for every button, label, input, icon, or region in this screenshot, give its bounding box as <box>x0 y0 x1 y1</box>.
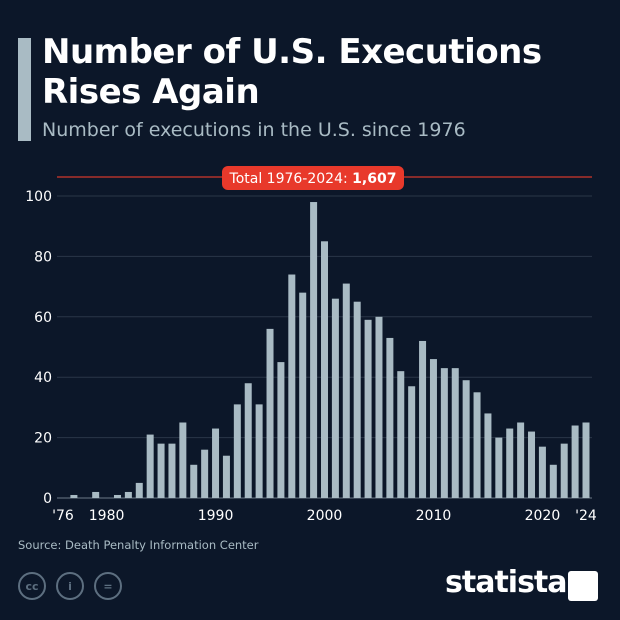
title-accent-bar <box>18 38 31 141</box>
y-tick-label: 80 <box>34 249 52 265</box>
y-tick-label: 100 <box>25 189 52 205</box>
y-tick-label: 60 <box>34 310 52 326</box>
bar-2001 <box>331 298 339 498</box>
bar-1986 <box>168 443 176 498</box>
bar-1988 <box>190 464 198 498</box>
total-badge <box>222 166 404 190</box>
bar-2024 <box>582 422 590 498</box>
x-tick-label: 2020 <box>525 508 561 524</box>
bar-1983 <box>135 482 143 498</box>
x-tick-label: 1990 <box>198 508 234 524</box>
bar-2015 <box>484 413 492 498</box>
bar-2000 <box>321 241 328 499</box>
bar-2018 <box>517 422 525 498</box>
bar-2023 <box>571 425 579 498</box>
bar-1993 <box>244 383 252 498</box>
bar-2017 <box>506 428 514 498</box>
bar-1992 <box>233 404 241 498</box>
bar-2005 <box>375 316 383 498</box>
bar-1998 <box>299 292 307 498</box>
bar-2016 <box>495 437 503 498</box>
bar-1987 <box>179 422 187 498</box>
bar-1985 <box>157 443 165 498</box>
bar-1999 <box>310 202 318 499</box>
bar-2014 <box>473 392 481 498</box>
bar-1979 <box>92 491 100 498</box>
bar-2020 <box>538 446 546 498</box>
bar-1989 <box>201 449 209 498</box>
bar-1994 <box>255 404 263 498</box>
bar-2006 <box>386 337 394 498</box>
bar-2010 <box>429 359 437 498</box>
y-tick-label: 40 <box>34 370 52 386</box>
bar-2012 <box>451 368 459 498</box>
chart-title: Number of U.S. Executions Rises Again <box>42 32 542 112</box>
bar-2009 <box>419 340 427 498</box>
source-note: Source: Death Penalty Information Center <box>18 538 259 552</box>
bar-1997 <box>288 274 296 498</box>
bar-2013 <box>462 380 470 498</box>
x-tick-label: 1980 <box>89 508 125 524</box>
y-tick-label: 0 <box>43 491 52 507</box>
y-tick-label: 20 <box>34 431 52 447</box>
bar-1977 <box>70 494 78 498</box>
x-tick-label: '24 <box>575 508 597 524</box>
bar-2007 <box>397 371 405 498</box>
x-tick-label: '76 <box>52 508 74 524</box>
total-annotation: Total 1976-2024: 1,607 <box>229 171 397 187</box>
bar-1982 <box>124 491 132 498</box>
bar-2004 <box>364 319 372 498</box>
bar-2022 <box>560 443 568 498</box>
bar-1981 <box>113 494 121 498</box>
bar-1990 <box>212 428 220 498</box>
attribution-icon[interactable]: i <box>56 572 84 600</box>
x-tick-label: 2000 <box>307 508 343 524</box>
x-tick-label: 2010 <box>416 508 452 524</box>
bar-2002 <box>342 283 350 498</box>
bar-2003 <box>353 301 361 498</box>
creative-commons-icon[interactable]: cc <box>18 572 46 600</box>
chart-subtitle: Number of executions in the U.S. since 1… <box>42 119 466 141</box>
statista-logo[interactable]: statista <box>445 565 568 600</box>
no-derivatives-icon[interactable]: = <box>94 572 122 600</box>
bar-1995 <box>266 328 274 498</box>
bar-2019 <box>528 431 536 498</box>
bar-1991 <box>222 455 230 498</box>
statista-logo-mark-icon <box>568 571 598 601</box>
bar-2021 <box>549 464 557 498</box>
bar-2011 <box>440 368 448 498</box>
bar-2008 <box>408 386 416 498</box>
bar-1996 <box>277 362 285 498</box>
bar-1984 <box>146 434 154 498</box>
